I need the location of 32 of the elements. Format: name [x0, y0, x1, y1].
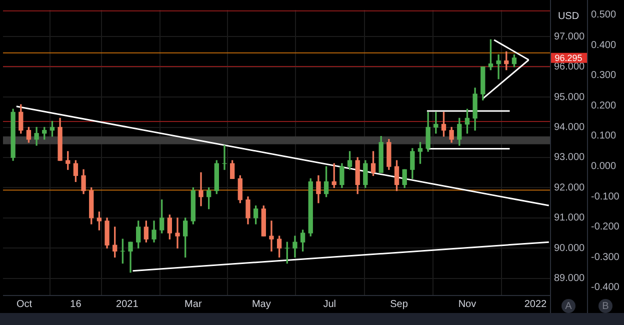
y2-tick-label: 0.200	[591, 100, 616, 112]
y-tick-label: 94.000	[554, 122, 586, 134]
y2-tick-label: 0.100	[591, 130, 616, 142]
text: A	[565, 300, 572, 312]
x-tick-label: 16	[70, 298, 82, 310]
text: B	[602, 300, 610, 312]
y-tick-label: 92.000	[554, 182, 586, 194]
y-tick-label: 96.000	[554, 62, 586, 73]
x-tick-label: Nov	[458, 298, 476, 310]
y2-tick-label: -0.400	[591, 282, 620, 294]
x-tick-label: Sep	[390, 298, 408, 310]
y-tick-label: 91.000	[554, 212, 586, 224]
x-tick-label: Jul	[323, 298, 336, 310]
x-tick-label: Oct	[16, 298, 32, 310]
text: 96.295	[554, 52, 582, 63]
y2-tick-label: 0.000	[591, 161, 616, 172]
x-tick-label: Mar	[184, 298, 202, 310]
y-tick-label: 97.000	[554, 31, 586, 42]
y2-tick-label: -0.300	[591, 252, 620, 263]
y-tick-label: 95.000	[554, 92, 586, 103]
y-tick-label: 90.000	[554, 242, 586, 254]
y2-tick-label: -0.100	[591, 191, 620, 202]
y-axis-title: USD	[558, 10, 580, 22]
x-tick-label: 2021	[116, 298, 139, 310]
y2-tick-label: 0.500	[591, 10, 616, 21]
y-tick-label: 89.000	[554, 273, 586, 284]
x-tick-label: 2022	[524, 298, 548, 310]
y-tick-label: 93.000	[554, 152, 586, 164]
y2-tick-label: 0.400	[591, 40, 616, 51]
x-tick-label: May	[252, 298, 271, 310]
y2-tick-label: -0.200	[591, 222, 620, 233]
y2-tick-label: 0.300	[591, 70, 616, 82]
